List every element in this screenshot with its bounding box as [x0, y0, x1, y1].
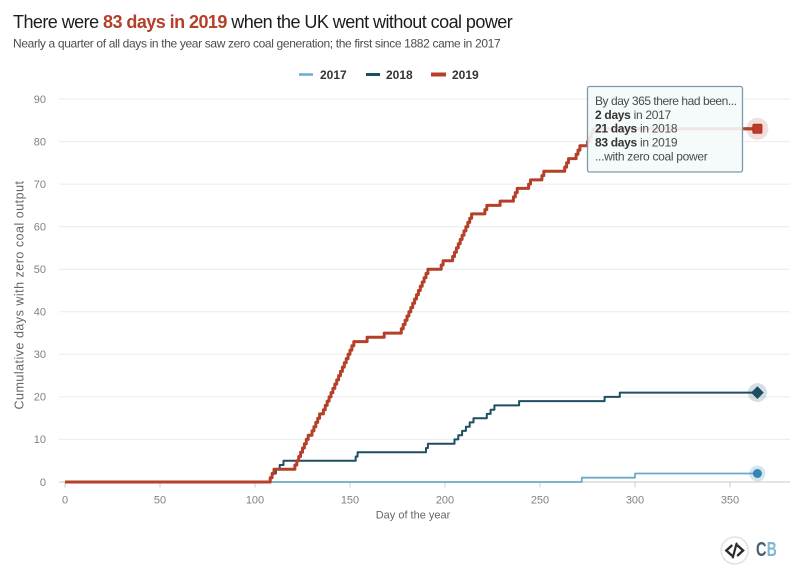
svg-text:40: 40: [34, 307, 46, 319]
svg-text:300: 300: [626, 495, 644, 507]
svg-text:By day 365 there had been...: By day 365 there had been...: [595, 94, 737, 108]
svg-text:70: 70: [34, 179, 46, 191]
svg-text:250: 250: [531, 495, 549, 507]
svg-text:150: 150: [341, 495, 359, 507]
svg-text:90: 90: [34, 94, 46, 106]
svg-text:50: 50: [154, 495, 166, 507]
svg-text:Day of the year: Day of the year: [376, 510, 451, 522]
svg-text:21 days in 2018: 21 days in 2018: [595, 122, 678, 136]
svg-text:2 days in 2017: 2 days in 2017: [595, 108, 671, 122]
svg-text:2018: 2018: [386, 68, 413, 82]
svg-text:Cumulative days with zero coal: Cumulative days with zero coal output: [13, 180, 27, 409]
svg-text:2019: 2019: [452, 68, 479, 82]
svg-text:Nearly a quarter of all days i: Nearly a quarter of all days in the year…: [13, 37, 501, 51]
svg-text:B: B: [767, 539, 777, 561]
svg-text:There were 83 days in 2019 whe: There were 83 days in 2019 when the UK w…: [13, 12, 513, 32]
svg-text:60: 60: [34, 222, 46, 234]
svg-text:50: 50: [34, 264, 46, 276]
svg-text:2017: 2017: [320, 68, 347, 82]
svg-text:20: 20: [34, 392, 46, 404]
svg-text:C: C: [756, 539, 767, 561]
svg-text:350: 350: [721, 495, 739, 507]
svg-text:0: 0: [40, 477, 46, 489]
svg-text:80: 80: [34, 136, 46, 148]
svg-text:100: 100: [246, 495, 264, 507]
svg-text:83 days in 2019: 83 days in 2019: [595, 136, 678, 150]
svg-text:30: 30: [34, 349, 46, 361]
svg-text:0: 0: [62, 495, 68, 507]
svg-text:...with zero coal power: ...with zero coal power: [595, 150, 708, 164]
svg-text:10: 10: [34, 434, 46, 446]
svg-text:200: 200: [436, 495, 454, 507]
